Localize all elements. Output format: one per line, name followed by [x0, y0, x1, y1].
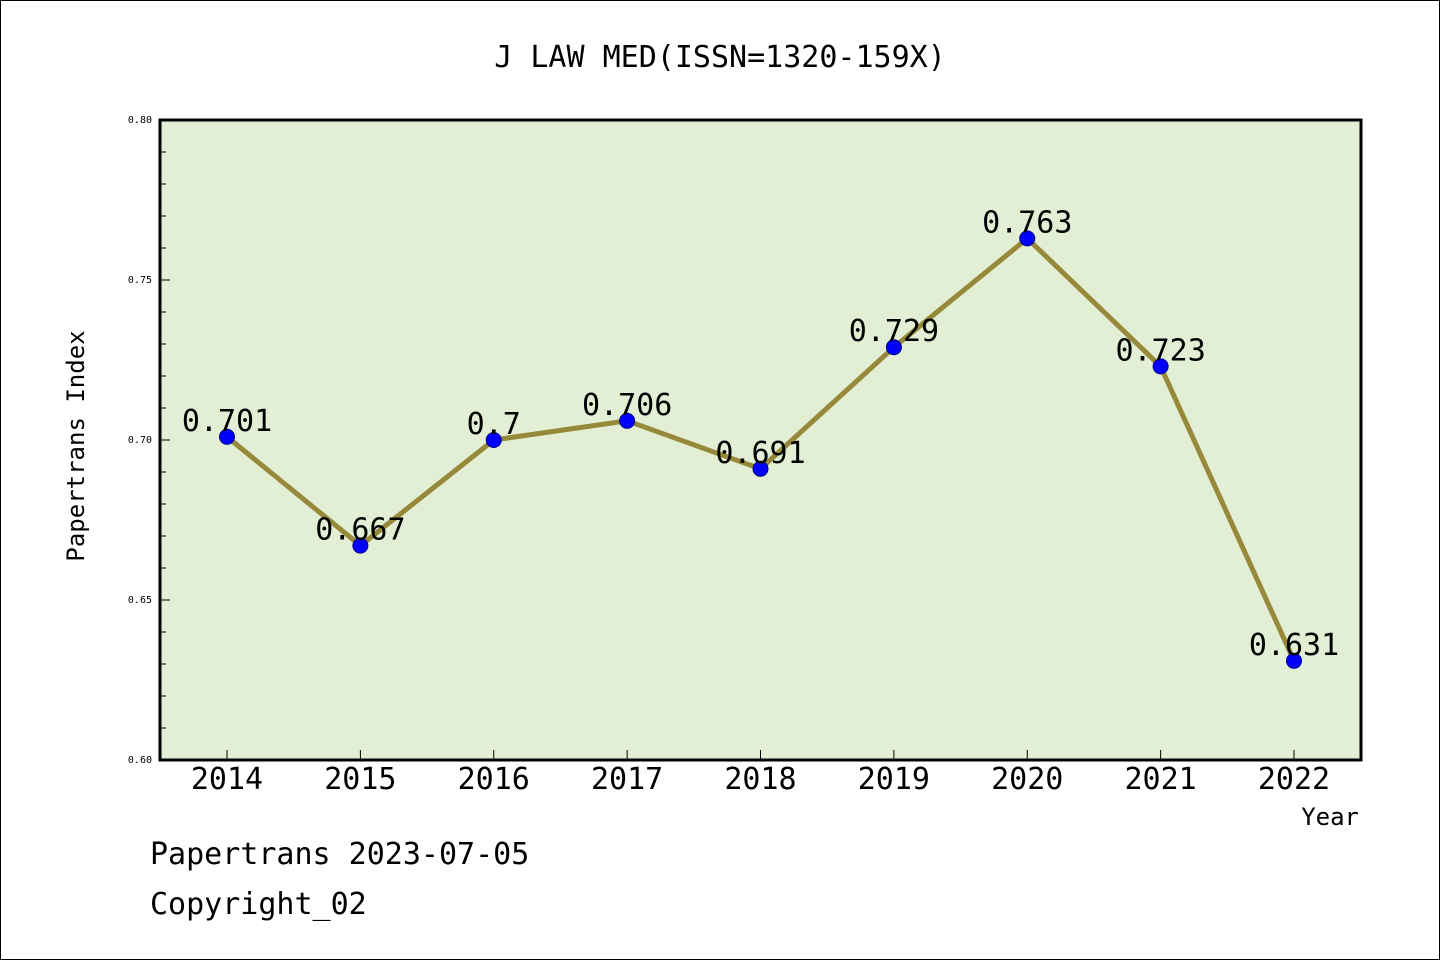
data-point — [885, 339, 902, 356]
x-tick-label: 2016 — [458, 762, 530, 797]
x-tick-label: 2018 — [724, 762, 796, 797]
data-label: 0.701 — [182, 404, 272, 439]
x-tick-label: 2015 — [324, 762, 396, 797]
x-tick-label: 2019 — [858, 762, 930, 797]
data-point — [619, 412, 636, 429]
data-label: 0.729 — [849, 314, 939, 349]
data-label: 0.763 — [982, 205, 1072, 240]
y-tick-label: 0.60 — [128, 755, 152, 766]
y-tick-label: 0.75 — [128, 275, 152, 286]
data-point — [485, 432, 502, 448]
footer-date: Papertrans 2023-07-05 — [150, 837, 529, 872]
data-label: 0.691 — [715, 436, 805, 471]
y-tick-label: 0.70 — [128, 435, 152, 446]
data-label: 0.631 — [1249, 628, 1339, 663]
data-markers — [219, 230, 1302, 669]
data-point — [1152, 358, 1169, 375]
data-point — [219, 428, 235, 445]
y-tick-label: 0.80 — [128, 115, 152, 126]
data-point — [1286, 652, 1302, 669]
data-label: 0.667 — [315, 513, 405, 548]
x-tick-label: 2021 — [1125, 762, 1197, 797]
x-axis-label: Year — [1301, 803, 1359, 831]
x-tick-label: 2022 — [1258, 762, 1330, 797]
x-tick-label: 2017 — [591, 762, 663, 797]
data-point — [752, 460, 769, 477]
y-tick-label: 0.65 — [128, 595, 152, 606]
data-labels: 0.701 0.667 0.7 0.706 0.691 0.729 0.763 0.723 0.… — [182, 205, 1339, 662]
data-point — [352, 537, 369, 554]
x-tick-label: 2020 — [991, 762, 1063, 797]
data-label: 0.723 — [1115, 333, 1205, 368]
data-label: 0.7 — [467, 407, 521, 442]
y-axis: 0.60 0.65 0.70 0.75 0.80 — [128, 115, 170, 766]
chart-title: J LAW MED(ISSN=1320-159X) — [494, 40, 946, 75]
data-point — [1019, 230, 1036, 247]
y-axis-label: Papertrans Index — [62, 330, 90, 561]
x-axis: 2014 2015 2016 2017 2018 2019 2020 2021 2022 — [191, 750, 1330, 797]
x-tick-label: 2014 — [191, 762, 263, 797]
data-label: 0.706 — [582, 388, 672, 423]
footer-copyright: Copyright_02 — [150, 887, 367, 922]
plot-area — [158, 118, 1363, 762]
